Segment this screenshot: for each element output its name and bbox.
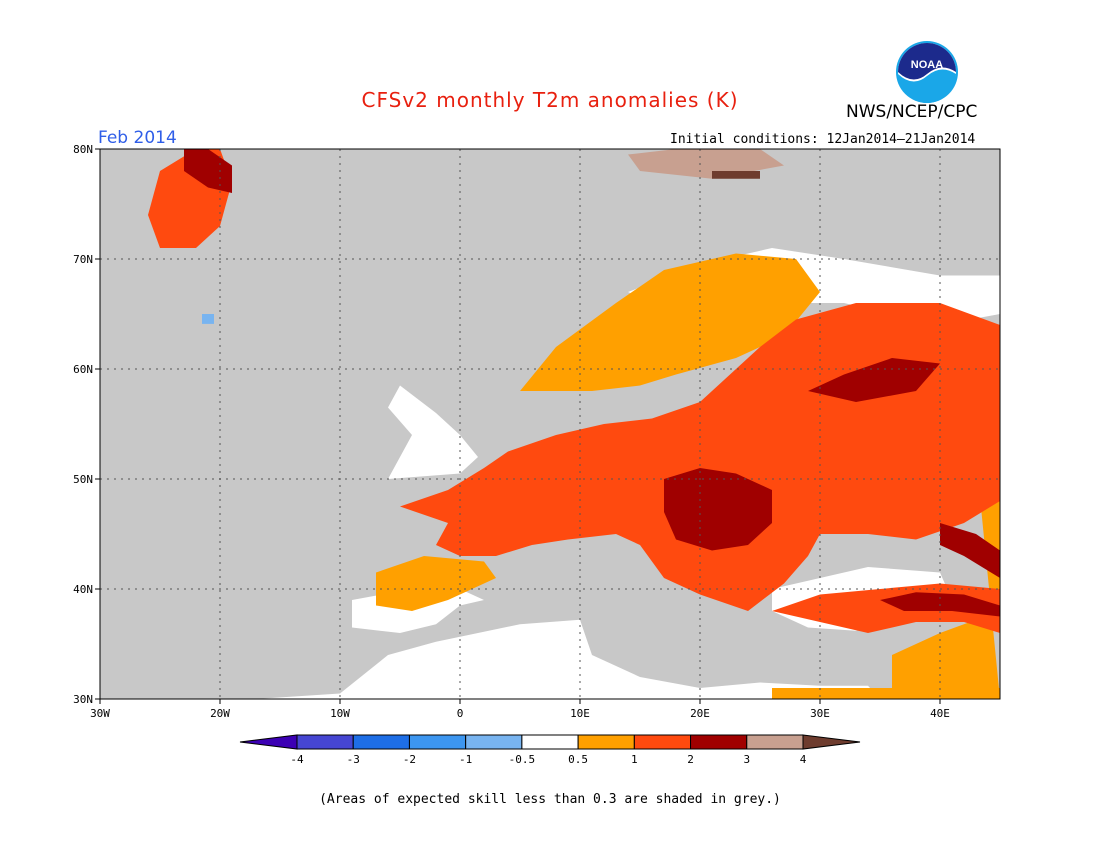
map-frame <box>99 148 1001 700</box>
balkans-darkred <box>664 468 772 551</box>
colorbar-swatch <box>521 734 579 750</box>
lat-tick-label: 50N <box>73 473 93 486</box>
africa-white <box>256 619 880 699</box>
greenland-darkred <box>184 149 232 193</box>
colorbar-swatch <box>577 734 635 750</box>
colorbar-swatch <box>296 734 354 750</box>
map-title: CFSv2 monthly T2m anomalies (K) <box>361 88 739 112</box>
colorbar-swatch <box>408 734 467 750</box>
colorbar-label: 1 <box>631 753 638 766</box>
lon-tick-label: 40E <box>930 707 950 720</box>
colorbar-label: 2 <box>687 753 694 766</box>
colorbar: -4 -3 -2 -1 -0.5 0.5 1 2 3 4 <box>239 734 861 766</box>
longitude-axis: 30W 20W 10W 0 10E 20E 30E 40E <box>90 699 950 720</box>
colorbar-arrow-low <box>239 734 298 750</box>
svalbard-darkbrown <box>712 171 760 179</box>
south-turkey-orange <box>772 688 1000 699</box>
colorbar-label: 0.5 <box>568 753 588 766</box>
colorbar-label: -2 <box>403 753 416 766</box>
lat-tick-label: 30N <box>73 693 93 706</box>
east-edge-orange <box>892 457 1000 699</box>
forecast-period: Feb 2014 <box>98 128 177 148</box>
lon-tick-label: 20W <box>210 707 230 720</box>
colorbar-swatch <box>690 734 748 750</box>
colorbar-label: -3 <box>347 753 360 766</box>
lon-tick-label: 10E <box>570 707 590 720</box>
colorbar-label: 3 <box>743 753 750 766</box>
colorbar-label: -4 <box>290 753 304 766</box>
latitude-axis: 80N 70N 60N 50N 40N 30N <box>73 143 100 706</box>
lon-tick-label: 20E <box>690 707 710 720</box>
lon-tick-label: 0 <box>457 707 464 720</box>
colorbar-arrow-high <box>802 734 861 750</box>
initial-conditions: Initial conditions: 12Jan2014–21Jan2014 <box>670 132 976 147</box>
skill-footnote: (Areas of expected skill less than 0.3 a… <box>319 792 781 807</box>
lat-tick-label: 80N <box>73 143 93 156</box>
colorbar-swatch <box>352 734 410 750</box>
lon-tick-label: 10W <box>330 707 350 720</box>
colorbar-swatch <box>633 734 692 750</box>
colorbar-swatch <box>465 734 523 750</box>
iberia-orange <box>376 556 496 611</box>
lon-tick-label: 30E <box>810 707 830 720</box>
colorbar-swatch <box>746 734 804 750</box>
iceland-blue <box>202 314 214 324</box>
colorbar-label: 4 <box>800 753 807 766</box>
lon-tick-label: 30W <box>90 707 110 720</box>
noaa-logo-icon: NOAA <box>896 41 958 103</box>
colorbar-label: -1 <box>459 753 472 766</box>
lat-tick-label: 70N <box>73 253 93 266</box>
lat-tick-label: 60N <box>73 363 93 376</box>
logo-text: NOAA <box>911 59 943 71</box>
scandinavia-orange <box>520 253 820 391</box>
agency-label: NWS/NCEP/CPC <box>846 102 978 122</box>
lat-tick-label: 40N <box>73 583 93 596</box>
colorbar-label: -0.5 <box>509 753 536 766</box>
caucasus-darkred <box>940 523 1000 578</box>
graticule <box>100 149 1000 699</box>
uk-white <box>388 385 478 479</box>
